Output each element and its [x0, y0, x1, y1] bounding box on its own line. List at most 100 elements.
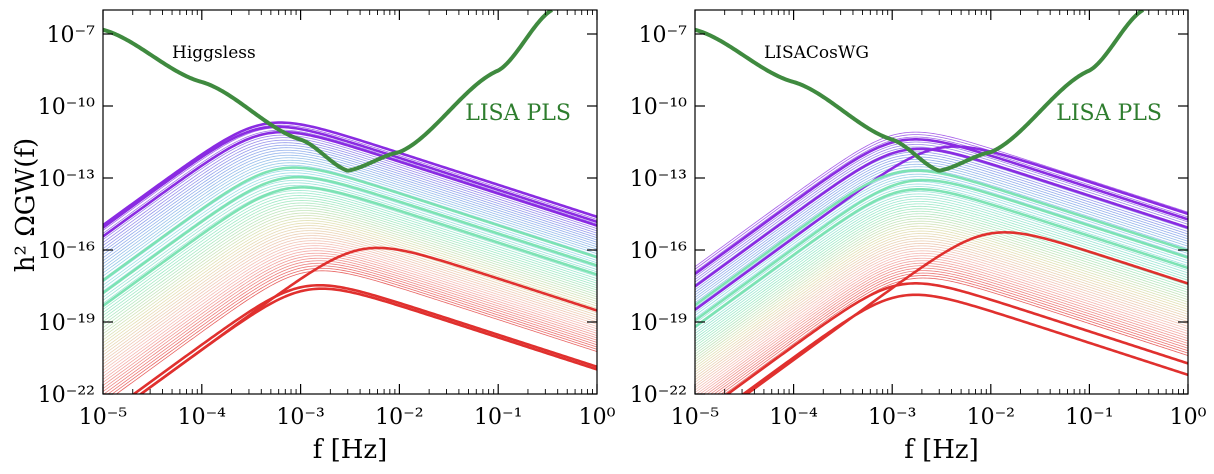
- family-series-line: [695, 233, 1188, 373]
- family-series-line: [695, 235, 1188, 375]
- lisa-pls-curve: [695, 10, 1145, 173]
- family-series-line: [695, 163, 1188, 301]
- x-tick-label: 10⁻³: [868, 405, 916, 430]
- family-series-line: [727, 277, 1188, 394]
- family-series-line: [695, 181, 1188, 319]
- plot-frame: [694, 9, 1189, 395]
- lisa-pls-curve: [103, 10, 553, 173]
- family-series-line: [103, 217, 597, 341]
- family-series-line: [695, 250, 1188, 391]
- y-tick-label: 10⁻²²: [38, 383, 95, 408]
- y-tick-label: 10⁻¹⁹: [38, 311, 95, 336]
- family-series-line: [695, 220, 1188, 360]
- family-series-line: [103, 134, 597, 240]
- family-series-line: [695, 213, 1188, 352]
- family-series-line: [724, 275, 1188, 394]
- family-series-line: [695, 208, 1188, 347]
- family-series-line: [695, 176, 1188, 314]
- panel-label: LISACosWG: [764, 43, 869, 63]
- panel-higgsless: 10⁻⁵ 10⁻⁴ 10⁻³ 10⁻² 10⁻¹ 10⁰ 10⁻²² 10⁻¹⁹ 10⁻¹⁶ 10…: [38, 9, 616, 465]
- purple-series-line: [103, 121, 597, 227]
- family-series-line: [702, 260, 1188, 394]
- family-series-line: [103, 137, 597, 243]
- family-series-line: [103, 240, 597, 368]
- family-series-line: [695, 218, 1188, 357]
- y-tick-label: 10⁻¹⁰: [38, 95, 95, 120]
- family-series-line: [103, 192, 597, 310]
- family-series-line: [695, 136, 1188, 273]
- family-series-line: [695, 131, 1188, 268]
- y-tick-label: 10⁻⁷: [639, 23, 688, 48]
- x-tick-label: 10⁰: [1170, 405, 1207, 430]
- family-series-line: [103, 169, 597, 283]
- red-series-line: [131, 283, 597, 394]
- family-series-line: [713, 267, 1188, 394]
- plot-area: [103, 10, 597, 394]
- family-series-line: [695, 161, 1188, 298]
- family-series-line: [103, 149, 597, 259]
- red-series-line: [741, 293, 1188, 394]
- family-series-line: [720, 272, 1188, 394]
- family-series-line: [103, 255, 597, 386]
- family-series-line: [695, 255, 1188, 394]
- family-series-line: [695, 198, 1188, 337]
- family-series-line: [695, 205, 1188, 345]
- family-series-line: [103, 147, 597, 256]
- lisa-pls-label: LISA PLS: [465, 101, 571, 126]
- family-series-line: [103, 252, 597, 383]
- y-tick-label: 10⁻¹⁰: [630, 95, 687, 120]
- family-series-line: [103, 187, 597, 304]
- family-series-line: [103, 220, 597, 344]
- x-tick-label: 10⁻¹: [1065, 405, 1113, 430]
- mint-series-line: [695, 187, 1188, 328]
- family-series-line: [103, 177, 597, 292]
- family-series-line: [103, 172, 597, 286]
- family-series-line: [107, 265, 597, 394]
- family-series-line: [103, 202, 597, 322]
- family-series-line: [103, 260, 597, 392]
- x-tick-label: 10⁻⁵: [79, 405, 127, 430]
- family-series-line: [103, 212, 597, 335]
- family-series-line: [103, 162, 597, 274]
- family-series-line: [695, 223, 1188, 363]
- family-series-line: [103, 262, 597, 394]
- family-series-line: [103, 197, 597, 316]
- family-series-line: [103, 182, 597, 298]
- x-tick-label: 10⁻⁴: [178, 405, 227, 430]
- y-tick-label: 10⁻¹³: [630, 167, 687, 192]
- family-series-line: [103, 245, 597, 374]
- family-series-line: [695, 240, 1188, 381]
- family-series-line: [695, 230, 1188, 370]
- family-series-line: [695, 141, 1188, 278]
- family-series-line: [103, 195, 597, 313]
- purple-series-line: [695, 138, 1188, 275]
- family-series-line: [103, 242, 597, 371]
- purple-series-line: [103, 130, 597, 238]
- family-series-line: [695, 200, 1188, 339]
- purple-series-line: [695, 145, 1188, 311]
- x-tick-label: 10⁻⁵: [671, 405, 719, 430]
- mint-series-line: [103, 166, 597, 282]
- lisa-pls-label: LISA PLS: [1056, 101, 1162, 126]
- y-tick-label: 10⁻⁷: [47, 23, 96, 48]
- family-series-line: [103, 200, 597, 319]
- family-series-line: [103, 235, 597, 362]
- family-series-line: [103, 205, 597, 326]
- panel-label: Higgsless: [172, 43, 256, 63]
- family-series-line: [706, 262, 1188, 394]
- mint-series-line: [103, 175, 597, 295]
- family-series-line: [103, 139, 597, 246]
- x-tick-label: 10⁰: [579, 405, 616, 430]
- y-tick-label: 10⁻¹⁶: [630, 239, 687, 264]
- family-series-line: [695, 210, 1188, 350]
- x-tick-label: 10⁻¹: [474, 405, 522, 430]
- family-series-line: [103, 154, 597, 265]
- family-series-line: [103, 142, 597, 249]
- family-series-line: [695, 193, 1188, 332]
- family-series-line: [103, 257, 597, 389]
- mint-series-line: [695, 169, 1188, 307]
- family-series-line: [103, 227, 597, 353]
- panel-lisacoswg: 10⁻⁵ 10⁻⁴ 10⁻³ 10⁻² 10⁻¹ 10⁰ 10⁻²² 10⁻¹⁹ 10⁻¹⁶ 10…: [630, 9, 1207, 465]
- family-series-line: [111, 267, 597, 394]
